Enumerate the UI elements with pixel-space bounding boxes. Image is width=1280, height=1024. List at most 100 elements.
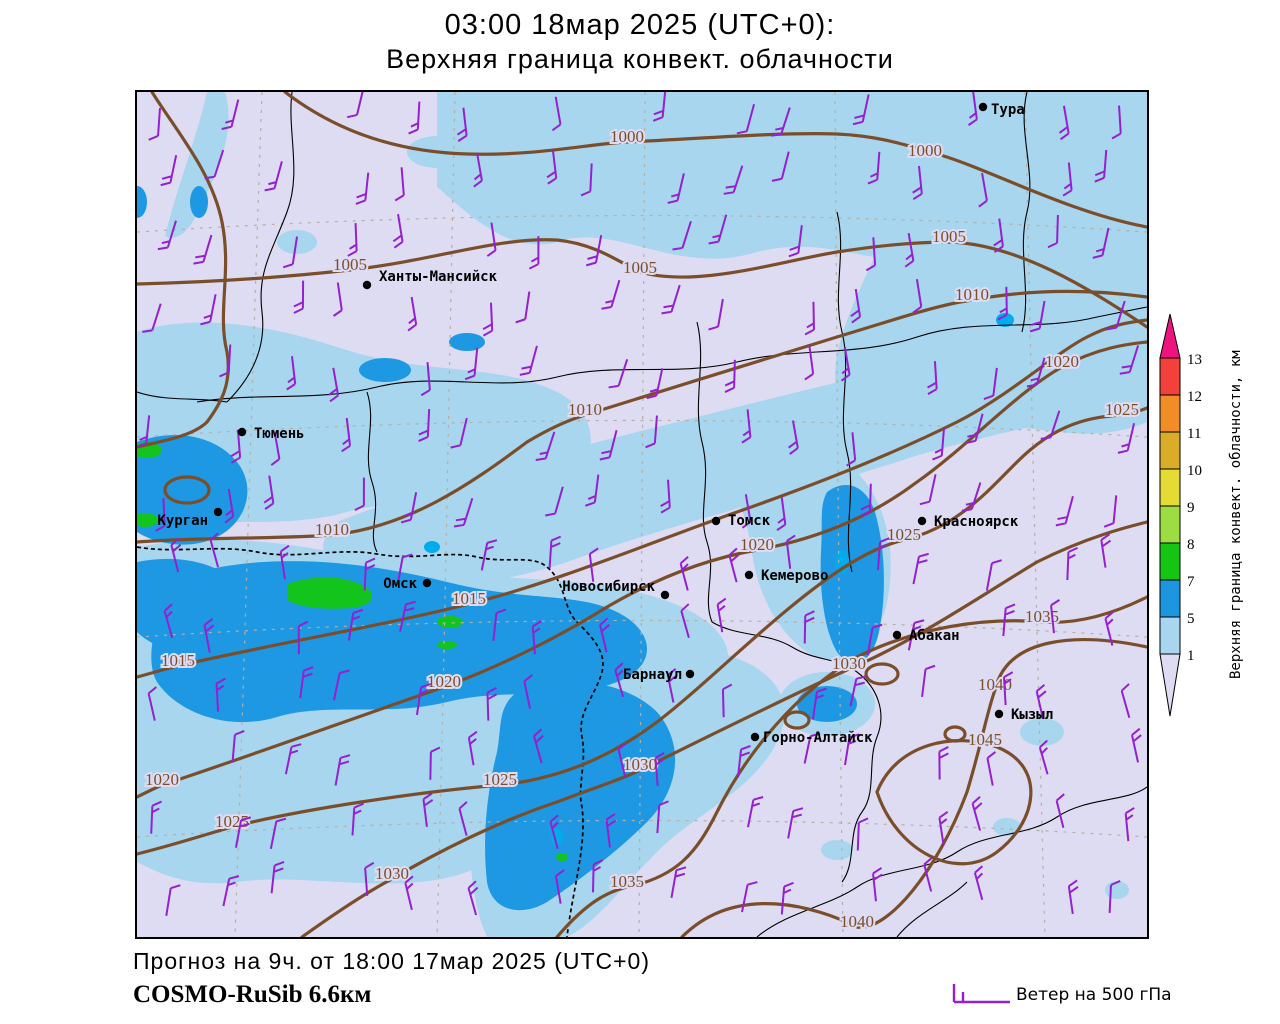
wind-barb (803, 732, 821, 764)
wind-barb (270, 860, 285, 894)
wind-barb (1040, 410, 1061, 440)
wind-barb-glyph (923, 857, 933, 892)
wind-barb (482, 302, 494, 337)
colorbar-tick: 13 (1187, 352, 1202, 368)
colorbar-segment (1159, 505, 1181, 544)
wind-barb-glyph (420, 362, 431, 397)
isobar-label: 1040 (978, 675, 1012, 694)
wind-barb-glyph (1119, 345, 1140, 375)
wind-barb (865, 237, 877, 272)
wind-barb-glyph (741, 409, 752, 444)
wind-barb (1119, 345, 1140, 375)
wind-barb (1055, 496, 1074, 527)
wind-barb-glyph (486, 222, 497, 257)
wind-barb (297, 620, 309, 655)
wind-barb (785, 534, 796, 569)
wind-barb-glyph (535, 431, 556, 462)
wind-barb (667, 173, 685, 204)
wind-barb-glyph (617, 742, 627, 777)
wind-barb (840, 346, 851, 382)
wind-barb-glyph (771, 151, 790, 182)
wind-barb-glyph (282, 236, 299, 269)
wind-barb-glyph (219, 344, 232, 378)
wind-barb-glyph (932, 427, 945, 461)
wind-barb (1100, 533, 1112, 568)
wind-barb-glyph (204, 149, 225, 180)
wind-barb (585, 234, 603, 267)
wind-barb (209, 532, 219, 568)
wind-barb (420, 362, 431, 397)
map-title-parameter: Верхняя граница конвект. облачности (386, 44, 894, 74)
colorbar-tick: 8 (1187, 537, 1195, 553)
wind-barb-glyph (666, 668, 678, 703)
admin-borders (137, 92, 1147, 937)
wind-barb-glyph (708, 298, 724, 331)
wind-barb-glyph (334, 754, 351, 786)
wind-barb (486, 222, 497, 257)
wind-barb (661, 284, 681, 315)
wind-barb-glyph (780, 881, 794, 915)
wind-barb-glyph (938, 746, 949, 780)
wind-barb-glyph (741, 881, 758, 913)
isobar-label: 1030 (375, 864, 409, 883)
wind-barb-glyph (804, 301, 815, 336)
wind-barb-glyph (351, 802, 364, 836)
wind-barb (746, 796, 764, 828)
wind-barb (234, 816, 252, 848)
wind-barb-glyph (921, 664, 936, 698)
wind-barb-glyph (961, 482, 982, 512)
wind-barb-glyph (347, 223, 358, 257)
wind-barb (332, 669, 350, 701)
wind-barb (1103, 495, 1118, 528)
wind-barb-glyph (670, 866, 687, 898)
wind-barb (546, 150, 558, 185)
wind-barb (938, 811, 949, 846)
isobar-label: 1025 (215, 812, 249, 831)
wind-barb (545, 486, 564, 517)
wind-barb-glyph (588, 547, 599, 582)
wind-barb (846, 432, 857, 467)
wind-barb (708, 214, 728, 245)
wind-barb (1066, 546, 1079, 581)
wind-barb (429, 746, 441, 780)
wind-barb (614, 662, 625, 698)
wind-barb (147, 686, 158, 721)
wind-barb-glyph (392, 214, 404, 249)
wind-barb (860, 483, 872, 517)
wind-barb-glyph (1002, 603, 1016, 637)
wind-barb (404, 875, 414, 911)
wind-barb-glyph (545, 486, 564, 517)
wind-barb (803, 610, 815, 644)
wind-barbs (137, 92, 1142, 916)
wind-barb (1029, 300, 1046, 333)
wind-barb (519, 345, 538, 376)
wind-barb-glyph (1120, 683, 1131, 718)
wind-barb-glyph (1047, 214, 1059, 249)
wind-barb (1108, 880, 1121, 914)
wind-barb-glyph (150, 800, 162, 834)
wind-barb (224, 488, 235, 524)
weather-map: 1000 1000 1005 1005 1005 1010 1010 1010 1015 1015… (137, 92, 1147, 937)
wind-barb-glyph (1040, 410, 1061, 440)
wind-barb-glyph (860, 483, 872, 517)
wind-barb-glyph (548, 535, 562, 569)
city-label: Ханты-Мансийск (379, 269, 498, 285)
wind-barb (450, 417, 468, 449)
wind-barb (157, 220, 177, 251)
wind-barb-glyph (927, 361, 938, 395)
wind-barb-glyph (1094, 149, 1108, 183)
wind-barb (654, 752, 665, 787)
wind-barb-glyph (1002, 671, 1014, 706)
wind-barb-glyph (850, 288, 862, 324)
wind-barb-glyph (787, 807, 804, 839)
isobar-label: 1005 (333, 255, 367, 274)
wind-barb-glyph (985, 559, 1002, 591)
wind-barb (741, 494, 752, 529)
wind-barb-glyph (803, 732, 821, 764)
wind-barb (215, 677, 226, 712)
wind-barb (780, 881, 794, 915)
wind-barb (592, 859, 604, 893)
wind-barb-glyph (203, 618, 215, 653)
isobar-label: 1025 (1105, 400, 1139, 419)
map-frame: 1000 1000 1005 1005 1005 1010 1010 1010 1015 1015… (135, 90, 1149, 939)
